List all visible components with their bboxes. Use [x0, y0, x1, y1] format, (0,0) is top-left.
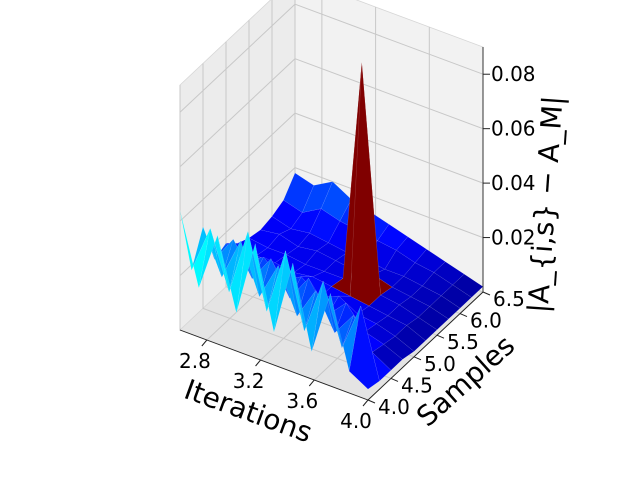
x-tick-label: 3.2	[233, 369, 265, 393]
x-tick-label: 2.8	[179, 349, 211, 373]
z-tick-label: 0.08	[491, 62, 536, 86]
axis-ticks: 2.83.23.64.04.04.55.05.56.06.50.020.040.…	[179, 62, 536, 433]
y-tick-mark	[390, 377, 399, 382]
x-tick-mark	[255, 359, 261, 367]
y-tick-label: 6.0	[470, 309, 502, 333]
z-grid-line	[179, 58, 484, 168]
y-tick-label: 5.5	[447, 330, 479, 354]
y-axis-line	[367, 291, 484, 401]
x-tick-mark	[201, 339, 208, 347]
z-tick-label: 0.02	[491, 226, 536, 250]
y-tick-mark	[436, 334, 445, 339]
x-tick-label: 3.6	[286, 389, 318, 413]
x-tick-mark	[362, 399, 369, 407]
y-tick-mark	[413, 356, 422, 361]
surface-face	[348, 305, 380, 390]
z-grid-line	[179, 3, 484, 113]
y-tick-label: 4.0	[378, 395, 410, 419]
y-tick-mark	[482, 291, 491, 296]
x-axis-line	[179, 329, 369, 401]
y-tick-label: 4.5	[401, 373, 433, 397]
y-tick-label: 5.0	[424, 352, 456, 376]
y-tick-label: 6.5	[493, 287, 525, 311]
y-tick-mark	[367, 399, 376, 404]
x-tick-label: 4.0	[340, 409, 372, 433]
z-tick-label: 0.06	[491, 117, 536, 141]
z-grid-line	[179, 112, 484, 222]
z-tick-label: 0.04	[491, 171, 536, 195]
surface-face	[406, 317, 438, 341]
y-tick-mark	[459, 313, 468, 318]
axes-lines	[179, 47, 484, 401]
x-tick-mark	[308, 379, 315, 387]
surface-plot	[179, 62, 484, 390]
